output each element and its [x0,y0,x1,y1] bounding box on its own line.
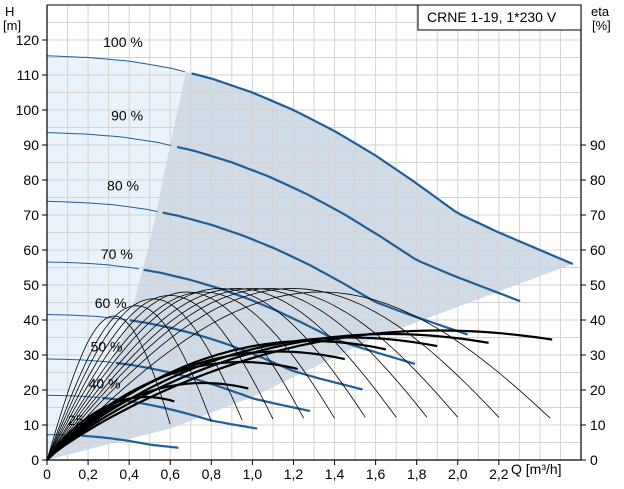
head-curve-low-flow [46,314,126,321]
speed-label: 50 % [91,339,123,355]
y-right-tick-label: 80 [590,172,606,188]
y-right-axis-title-line1: eta [591,4,610,19]
efficiency-curve [46,329,553,461]
head-curve-low-flow [46,200,158,212]
y-right-tick-label: 30 [590,347,606,363]
title-box [417,4,582,31]
efficiency-curve-thin [46,288,366,461]
y-left-tick-label: 90 [23,137,39,153]
speed-label: 90 % [111,108,143,124]
y-left-tick-label: 0 [31,452,39,468]
y-left-tick-label: 80 [23,172,39,188]
x-axis-title: Q [m³/h] [511,461,562,477]
efficiency-curve [46,332,489,461]
y-right-tick-label: 40 [590,312,606,328]
x-tick-label: 0,4 [119,466,139,482]
y-right-tick-label: 0 [590,452,598,468]
y-right-tick-label: 50 [590,277,606,293]
efficiency-curve-thin [46,291,335,461]
head-curve-low-flow [46,394,100,399]
head-curve [81,434,179,449]
labels: 0 0,2 0,4 0,6 0,8 1,0 1,2 1,4 1,6 1,8 2,0 2,2 0 10 20 3… [16,32,606,482]
y-left-tick-label: 20 [23,382,39,398]
efficiency-curve [46,339,387,461]
y-right-tick-label: 90 [590,137,606,153]
y-left-axis-title-line2: [m] [3,18,21,33]
speed-label: 40 % [89,375,121,391]
y-right-tick-label: 60 [590,242,606,258]
y-right-axis-title-line2: [%] [592,18,611,33]
speed-label: 70 % [101,246,133,262]
efficiency-curve-thin [46,305,212,461]
speed-label: 80 % [107,178,139,194]
speed-label: 25 % [68,412,100,428]
x-tick-label: 1,2 [284,466,304,482]
y-right-tick-label: 10 [590,417,606,433]
grid [46,4,582,461]
efficiency-curve-thin [46,291,551,461]
x-tick-label: 1,4 [325,466,345,482]
x-tick-label: 1,8 [407,466,427,482]
efficiency-curves [46,288,553,461]
efficiency-curve-thin [46,298,243,461]
efficiency-curve [46,336,438,461]
y-left-tick-label: 10 [23,417,39,433]
efficiency-curve-thin [46,288,397,461]
y-left-tick-label: 70 [23,207,39,223]
y-left-tick-label: 120 [16,32,40,48]
head-curve-low-flow [46,261,140,270]
x-tick-label: 1,6 [366,466,386,482]
x-tick-label: 0,6 [160,466,180,482]
head-curve [176,145,521,303]
y-left-tick-label: 60 [23,242,39,258]
efficiency-curve-thin [46,288,500,461]
y-right-tick-label: 20 [590,382,606,398]
chart-title: CRNE 1-19, 1*230 V [427,9,557,25]
x-tick-label: 2,0 [448,466,468,482]
efficiency-curve-thin [46,288,459,461]
speed-label: 100 % [103,34,143,50]
x-tick-label: 2,2 [489,466,509,482]
head-curve-low-flow [46,132,172,146]
y-left-axis-title-line1: H [5,4,14,19]
axes [42,4,586,465]
y-left-tick-label: 50 [23,277,39,293]
y-left-tick-label: 110 [17,67,40,83]
y-left-tick-label: 100 [16,102,40,118]
x-tick-label: 0,2 [78,466,98,482]
efficiency-curve-thin [46,315,171,461]
x-tick-label: 0 [43,466,51,482]
speed-label: 60 % [95,295,127,311]
head-curve [191,72,574,266]
head-curve [143,268,416,366]
y-left-tick-label: 40 [23,312,39,328]
x-tick-label: 0,8 [202,466,222,482]
y-left-tick-label: 30 [23,347,39,363]
y-right-tick-label: 70 [590,207,606,223]
head-curve-low-flow [46,55,186,73]
x-tick-label: 1,0 [243,466,263,482]
